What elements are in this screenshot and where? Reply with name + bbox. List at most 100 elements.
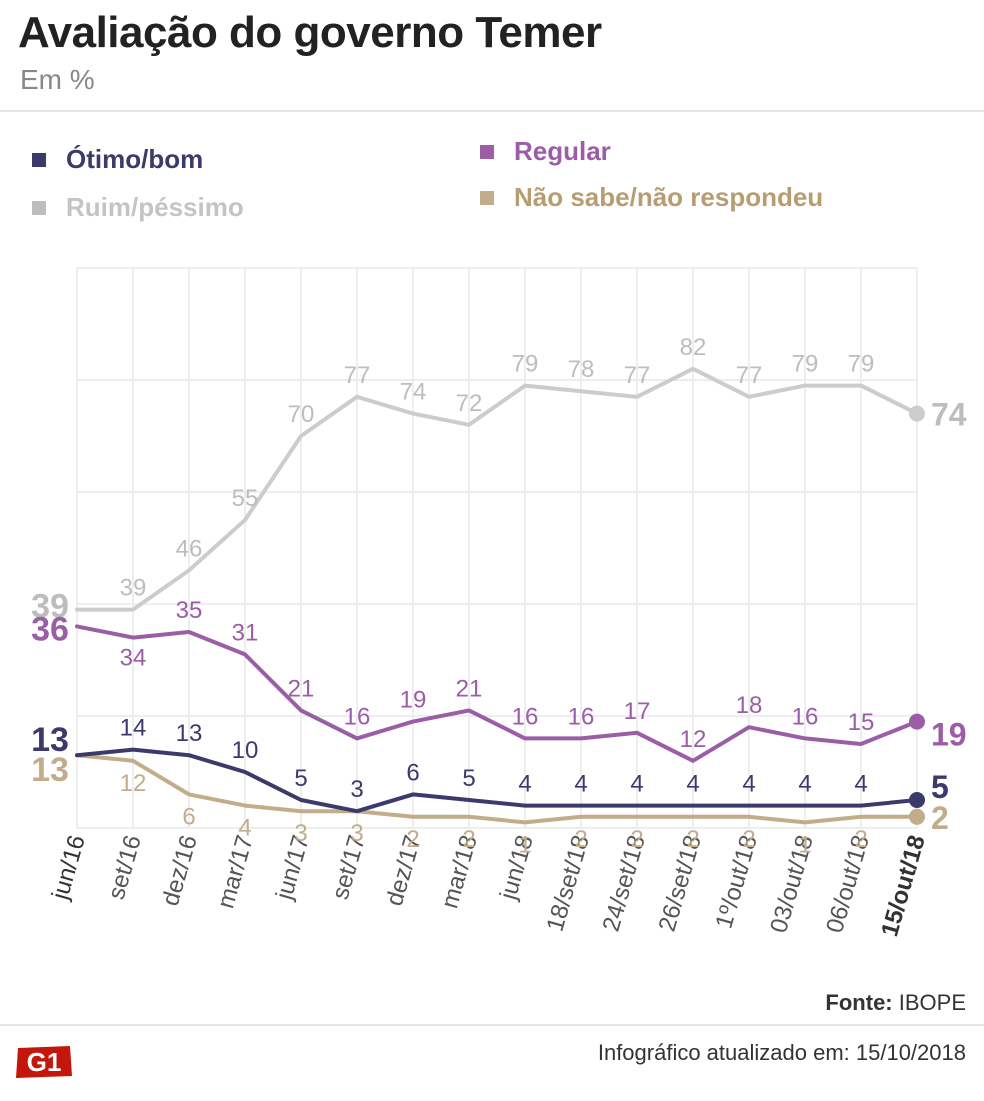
chart-subtitle: Em % — [20, 64, 95, 95]
data-label-otimo: 4 — [686, 771, 699, 798]
data-label-regular: 15 — [848, 709, 875, 736]
data-label-nao_sabe: 2 — [742, 826, 755, 853]
legend-ruim-swatch — [32, 200, 46, 215]
data-label-regular: 21 — [456, 675, 483, 702]
legend-ruim-label: Ruim/péssimo — [66, 192, 244, 222]
data-label-nao_sabe: 1 — [798, 831, 811, 858]
data-label-regular: 36 — [31, 610, 69, 648]
data-label-otimo: 6 — [406, 759, 419, 786]
series-line-nao_sabe — [75, 753, 919, 825]
x-tick-label: dez/17 — [381, 832, 427, 909]
data-label-regular: 16 — [344, 703, 371, 730]
data-label-regular: 31 — [232, 619, 259, 646]
series-endpoint-regular — [909, 713, 925, 730]
data-label-otimo: 4 — [630, 771, 643, 798]
x-tick-label: mar/18 — [436, 832, 483, 911]
legend-otimo-swatch — [32, 152, 46, 167]
legend-regular-label: Regular — [514, 136, 611, 166]
series-endpoint-ruim — [909, 405, 925, 422]
header-divider — [0, 110, 984, 112]
data-label-nao_sabe: 1 — [518, 831, 531, 858]
x-tick-label: jun/16 — [47, 832, 91, 903]
data-label-ruim: 74 — [400, 379, 427, 406]
footer-divider — [0, 1024, 984, 1026]
data-label-otimo: 4 — [798, 771, 811, 798]
data-label-ruim: 39 — [31, 588, 69, 626]
data-label-nao_sabe: 2 — [931, 800, 949, 836]
data-label-ruim: 55 — [232, 485, 259, 512]
data-label-regular: 12 — [680, 726, 707, 753]
data-label-nao_sabe: 13 — [31, 751, 69, 789]
data-label-otimo: 4 — [518, 771, 531, 798]
data-label-otimo: 5 — [931, 769, 949, 805]
data-label-ruim: 72 — [456, 390, 483, 417]
data-label-otimo: 5 — [462, 765, 475, 792]
legend-regular-swatch — [480, 144, 494, 159]
data-label-regular: 16 — [792, 703, 819, 730]
data-label-ruim: 77 — [344, 362, 371, 389]
data-label-regular: 16 — [568, 703, 595, 730]
data-label-regular: 21 — [288, 675, 315, 702]
series-line-regular — [75, 624, 919, 763]
series-line-ruim — [75, 366, 919, 612]
x-tick-label: dez/16 — [157, 832, 203, 909]
data-label-ruim: 77 — [736, 362, 763, 389]
data-label-otimo: 4 — [854, 771, 867, 798]
data-label-otimo: 4 — [574, 771, 587, 798]
data-label-regular: 35 — [176, 597, 203, 624]
updated-note: Infográfico atualizado em: 15/10/2018 — [597, 1040, 966, 1065]
data-label-ruim: 39 — [120, 575, 147, 602]
data-label-regular: 17 — [624, 698, 651, 725]
data-label-otimo: 14 — [120, 715, 147, 742]
chart-title: Avaliação do governo Temer — [18, 8, 602, 57]
data-label-nao_sabe: 2 — [574, 826, 587, 853]
data-label-nao_sabe: 2 — [406, 826, 419, 853]
data-label-otimo: 10 — [232, 737, 259, 764]
series-endpoint-otimo — [909, 792, 925, 808]
data-label-nao_sabe: 3 — [350, 820, 363, 847]
data-label-ruim: 82 — [680, 334, 707, 361]
data-label-ruim: 74 — [931, 397, 967, 433]
data-label-nao_sabe: 2 — [462, 826, 475, 853]
source-label: Fonte: — [825, 990, 893, 1015]
data-label-nao_sabe: 2 — [854, 826, 867, 853]
legend-nao-sabe: Não sabe/não respondeu — [480, 182, 823, 213]
legend-nao-sabe-label: Não sabe/não respondeu — [514, 182, 824, 212]
data-label-otimo: 13 — [31, 721, 69, 759]
series-endpoint-nao_sabe — [909, 808, 925, 825]
series-line-otimo — [75, 747, 919, 814]
data-label-regular: 16 — [512, 703, 539, 730]
x-tick-label: jun/18 — [495, 832, 539, 903]
data-label-nao_sabe: 12 — [120, 770, 147, 797]
data-label-nao_sabe: 4 — [238, 815, 251, 842]
legend-regular: Regular — [480, 136, 611, 167]
data-label-regular: 34 — [120, 645, 147, 672]
source-value: IBOPE — [898, 990, 966, 1015]
data-label-ruim: 79 — [792, 351, 819, 378]
data-label-regular: 19 — [931, 717, 967, 753]
data-label-nao_sabe: 3 — [294, 820, 307, 847]
legend-otimo: Ótimo/bom — [32, 144, 203, 175]
x-tick-label: set/17 — [327, 832, 371, 902]
data-label-ruim: 79 — [848, 351, 875, 378]
legend-nao-sabe-swatch — [480, 190, 494, 205]
data-label-ruim: 79 — [512, 351, 539, 378]
source-note: Fonte: IBOPE — [825, 990, 966, 1016]
g1-logo-text: G1 — [27, 1047, 62, 1077]
x-tick-label: 15/out/18 — [876, 832, 931, 939]
data-label-nao_sabe: 2 — [686, 826, 699, 853]
line-chart: jun/16 set/16 dez/16 mar/17 jun/17 set/17 dez/… — [31, 267, 967, 940]
data-label-otimo: 5 — [294, 765, 307, 792]
g1-logo: G1 — [16, 1046, 72, 1078]
data-label-otimo: 13 — [176, 720, 203, 747]
data-label-ruim: 78 — [568, 356, 595, 383]
legend-otimo-label: Ótimo/bom — [66, 144, 204, 174]
data-label-nao_sabe: 6 — [182, 803, 195, 830]
x-tick-label: set/16 — [103, 832, 147, 902]
data-label-ruim: 46 — [176, 535, 203, 562]
data-label-otimo: 3 — [350, 776, 363, 803]
data-label-regular: 18 — [736, 692, 763, 719]
x-tick-label: mar/17 — [212, 832, 259, 911]
data-label-nao_sabe: 2 — [630, 826, 643, 853]
data-label-otimo: 4 — [742, 771, 755, 798]
